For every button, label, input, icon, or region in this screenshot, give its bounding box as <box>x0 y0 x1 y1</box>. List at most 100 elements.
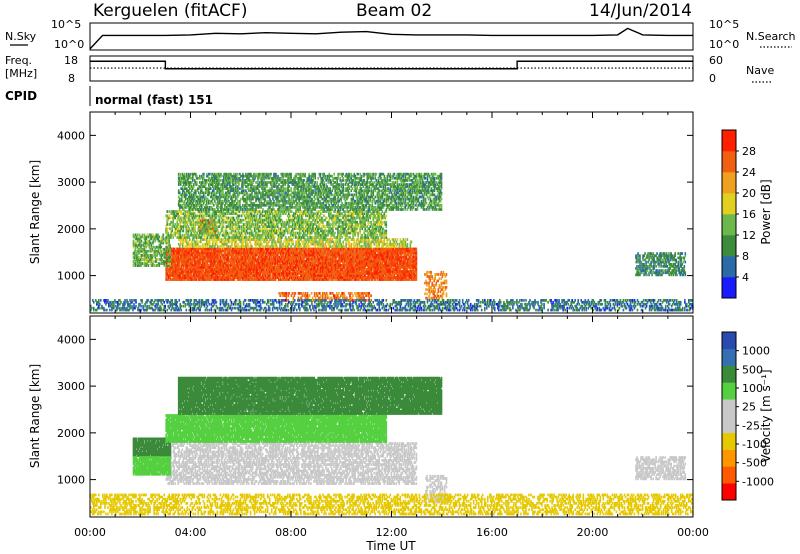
scatter-cell <box>177 257 179 261</box>
scatter-cell <box>174 249 176 253</box>
scatter-cell <box>220 253 223 257</box>
scatter-cell <box>183 274 186 277</box>
scatter-cell <box>194 272 197 275</box>
scatter-cell <box>189 255 192 259</box>
scatter-cell <box>174 259 176 263</box>
scatter-cell <box>415 247 418 251</box>
scatter-cell <box>187 249 190 253</box>
scatter-cell <box>147 249 150 253</box>
scatter-cell <box>177 263 179 267</box>
scatter-cell <box>180 276 182 279</box>
scatter-cell <box>396 242 399 246</box>
scatter-cell <box>213 261 216 265</box>
scatter-cell <box>170 249 172 253</box>
scatter-cell <box>214 274 217 277</box>
scatter-cell <box>196 266 199 269</box>
scatter-cell <box>196 270 199 273</box>
scatter-cell <box>172 266 174 269</box>
scatter-cell <box>176 259 178 263</box>
scatter-cell <box>166 261 168 265</box>
scatter-cell <box>202 259 205 263</box>
scatter-cell <box>175 249 177 253</box>
scatter-cell <box>174 270 176 273</box>
scatter-cell <box>195 255 198 259</box>
scatter-cell <box>177 274 179 277</box>
scatter-cell <box>172 247 174 251</box>
scatter-cell <box>171 259 173 263</box>
scatter-cell <box>169 253 171 257</box>
scatter-cell <box>217 251 220 255</box>
scatter-cell <box>169 274 171 277</box>
scatter-cell <box>194 253 197 257</box>
scatter-cell <box>220 251 223 255</box>
scatter-cell <box>185 251 188 255</box>
scatter-cell <box>208 249 211 253</box>
scatter-cell <box>213 255 216 259</box>
scatter-cell <box>218 251 221 255</box>
scatter-cell <box>192 249 195 253</box>
scatter-cell <box>170 251 172 255</box>
scatter-cell <box>203 274 206 277</box>
scatter-cell <box>300 245 302 248</box>
scatter-cell <box>189 263 192 267</box>
scatter-cell <box>204 257 207 261</box>
scatter-cell <box>409 245 412 248</box>
scatter-cell <box>197 270 200 273</box>
scatter-cell <box>179 278 181 281</box>
scatter-cell <box>182 253 185 257</box>
scatter-cell <box>214 251 217 255</box>
scatter-cell <box>404 240 407 244</box>
scatter-cell <box>213 249 216 253</box>
scatter-cell <box>184 261 187 265</box>
scatter-cell <box>185 255 188 259</box>
scatter-cell <box>190 272 193 275</box>
noise-panel <box>89 22 694 51</box>
scatter-cell <box>194 251 197 255</box>
scatter-cell <box>191 268 194 271</box>
scatter-cell <box>211 266 214 269</box>
scatter-cell <box>204 270 207 273</box>
scatter-cell <box>187 268 190 271</box>
scatter-cell <box>193 263 196 267</box>
scatter-cell <box>210 272 213 275</box>
scatter-cell <box>185 261 188 265</box>
scatter-cell <box>141 233 144 237</box>
nsky-label: N.Sky <box>5 30 37 43</box>
scatter-cell <box>176 274 178 277</box>
scatter-cell <box>171 270 173 273</box>
scatter-cell <box>212 276 215 279</box>
scatter-cell <box>187 251 190 255</box>
scatter-cell <box>192 255 195 259</box>
scatter-cell <box>176 268 178 271</box>
scatter-cell <box>198 261 201 265</box>
scatter-cell <box>217 270 220 273</box>
scatter-cell <box>210 253 213 257</box>
scatter-cell <box>210 266 213 269</box>
scatter-cell <box>198 270 201 273</box>
scatter-cell <box>206 249 209 253</box>
scatter-cell <box>215 253 218 257</box>
scatter-cell <box>211 247 214 251</box>
scatter-cell <box>178 266 180 269</box>
scatter-cell <box>184 270 187 273</box>
scatter-cell <box>182 263 185 267</box>
scatter-cell <box>205 276 208 279</box>
scatter-cell <box>179 242 182 246</box>
scatter-cell <box>193 251 196 255</box>
scatter-cell <box>208 276 211 279</box>
scatter-cell <box>165 257 167 261</box>
scatter-cell <box>185 266 188 269</box>
scatter-cell <box>171 278 173 281</box>
scatter-cell <box>219 270 222 273</box>
scatter-cell <box>202 257 205 261</box>
scatter-cell <box>217 278 220 281</box>
scatter-cell <box>210 263 213 267</box>
scatter-cell <box>199 247 202 251</box>
scatter-cell <box>219 259 222 263</box>
scatter-cell <box>249 240 251 244</box>
scatter-cell <box>190 266 193 269</box>
scatter-cell <box>203 247 206 251</box>
scatter-cell <box>215 266 218 269</box>
scatter-cell <box>190 263 193 267</box>
